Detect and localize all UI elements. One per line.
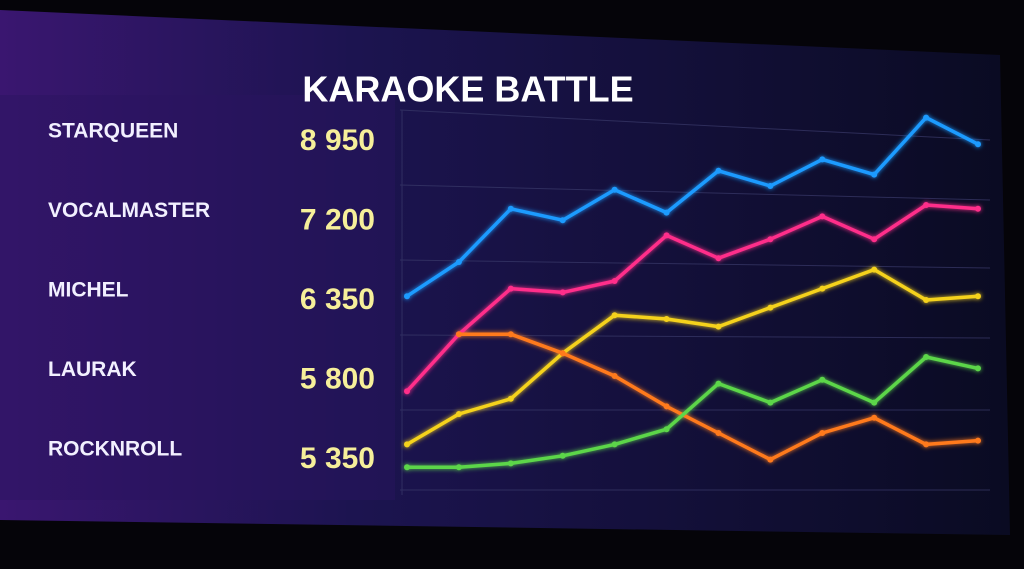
- data-point: [871, 236, 878, 243]
- data-point: [767, 183, 774, 189]
- grid-line: [399, 184, 991, 201]
- data-point: [404, 293, 410, 300]
- data-point: [871, 399, 878, 406]
- player-score: 6 350: [300, 283, 375, 316]
- data-point: [923, 297, 930, 303]
- data-point: [507, 205, 514, 212]
- data-point: [559, 452, 566, 459]
- data-point: [819, 285, 826, 292]
- player-name: LAURAK: [48, 358, 137, 381]
- player-name: STARQUEEN: [48, 120, 178, 143]
- data-point: [767, 399, 774, 406]
- data-point: [404, 464, 410, 471]
- data-point: [975, 365, 981, 372]
- data-point: [871, 171, 878, 178]
- data-point: [975, 205, 981, 212]
- data-point: [715, 323, 722, 330]
- series-line: [406, 115, 979, 298]
- data-point: [404, 441, 410, 448]
- data-point: [455, 411, 462, 417]
- display-panel: [0, 10, 1010, 535]
- data-point: [819, 213, 826, 220]
- title: KARAOKE BATTLE: [302, 69, 633, 110]
- data-point: [663, 209, 670, 216]
- data-point: [767, 304, 774, 311]
- data-point: [819, 156, 826, 163]
- data-point: [559, 217, 566, 224]
- grid-line: [399, 109, 991, 141]
- data-point: [507, 460, 514, 467]
- data-point: [611, 373, 618, 379]
- data-point: [663, 316, 670, 322]
- data-point: [767, 456, 774, 463]
- data-point: [455, 464, 462, 471]
- player-score: 8 950: [300, 124, 375, 157]
- data-point: [923, 354, 930, 360]
- data-point: [819, 430, 826, 436]
- data-point: [611, 312, 618, 319]
- grid: [399, 109, 991, 495]
- player-score: 7 200: [300, 203, 375, 236]
- data-point: [975, 141, 981, 148]
- data-point: [559, 289, 566, 296]
- data-point: [455, 331, 462, 338]
- data-point: [663, 426, 670, 433]
- grid-line: [399, 259, 991, 269]
- series-line: [405, 203, 979, 393]
- series-line: [407, 355, 979, 469]
- data-point: [715, 380, 722, 387]
- data-point: [923, 114, 930, 121]
- player-name: MICHEL: [48, 279, 129, 302]
- data-point: [455, 259, 462, 265]
- leaderboard: STARQUEEN 8 950 VOCALMASTER 7 200 MICHEL 6 35…: [48, 120, 375, 475]
- series-line: [406, 267, 979, 446]
- data-point: [715, 430, 722, 436]
- data-point: [819, 376, 826, 383]
- data-point: [923, 441, 930, 448]
- data-point: [507, 395, 514, 402]
- data-point: [923, 202, 930, 208]
- data-point: [611, 186, 618, 193]
- player-score: 5 350: [300, 442, 375, 475]
- data-point: [559, 350, 566, 357]
- data-point: [975, 293, 981, 300]
- data-point: [715, 167, 722, 174]
- data-point: [871, 266, 878, 273]
- data-point: [611, 278, 618, 284]
- data-point: [767, 236, 774, 243]
- data-point: [611, 441, 618, 448]
- data-point: [507, 331, 514, 338]
- data-point: [663, 403, 670, 410]
- data-point: [975, 437, 981, 444]
- data-point: [871, 414, 878, 421]
- player-name: VOCALMASTER: [48, 199, 210, 222]
- data-point: [404, 388, 410, 395]
- data-point: [507, 285, 514, 292]
- line-chart: [404, 114, 981, 471]
- player-name: ROCKNROLL: [48, 438, 182, 461]
- leaderboard-panel: [0, 95, 395, 500]
- data-point: [715, 255, 722, 262]
- data-point: [663, 232, 670, 239]
- player-score: 5 800: [300, 362, 375, 395]
